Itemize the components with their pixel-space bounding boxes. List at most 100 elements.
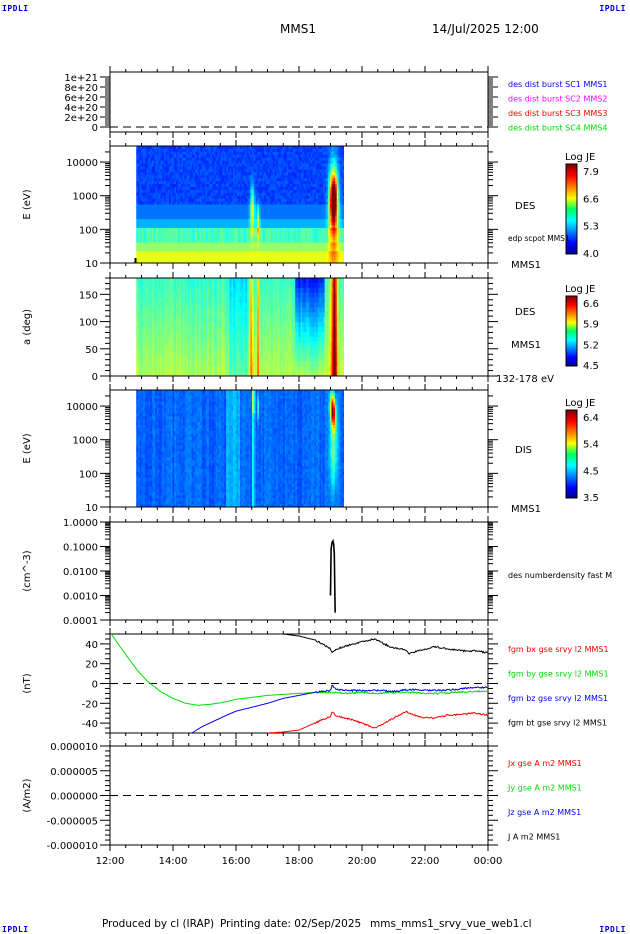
spectrogram-cell bbox=[253, 157, 256, 162]
spectrogram-cell bbox=[174, 178, 177, 182]
spectrogram-cell bbox=[224, 195, 227, 200]
spectrogram-cell bbox=[314, 233, 317, 238]
spectrogram-cell bbox=[208, 181, 211, 185]
spectrogram-cell bbox=[241, 148, 244, 153]
spectrogram-cell bbox=[315, 210, 319, 214]
spectrogram-cell bbox=[250, 192, 253, 197]
spectrogram-cell bbox=[312, 210, 315, 214]
spectrogram-cell bbox=[267, 166, 270, 170]
spectrogram-cell bbox=[215, 254, 218, 258]
spectrogram-cell bbox=[203, 184, 206, 188]
spectrogram-cell bbox=[253, 172, 256, 176]
spectrogram-cell bbox=[241, 224, 244, 229]
spectrogram-cell bbox=[234, 236, 237, 240]
spectrogram-cell bbox=[182, 189, 186, 194]
spectrogram-cell bbox=[321, 189, 324, 194]
spectrogram-cell bbox=[236, 233, 239, 238]
spectrogram-cell bbox=[328, 219, 331, 223]
spectrogram-cell bbox=[153, 236, 156, 240]
spectrogram-cell bbox=[239, 224, 243, 229]
spectrogram-cell bbox=[283, 216, 286, 220]
spectrogram-cell bbox=[307, 257, 310, 261]
spectrogram-cell bbox=[150, 222, 153, 226]
spectrogram-cell bbox=[189, 154, 192, 159]
spectrogram-cell bbox=[165, 163, 168, 167]
spectrogram-cell bbox=[243, 227, 246, 232]
spectrogram-cell bbox=[143, 192, 146, 197]
spectrogram-cell bbox=[252, 213, 255, 217]
spectrogram-cell bbox=[334, 198, 338, 202]
spectrogram-cell bbox=[317, 201, 320, 205]
spectrogram-cell bbox=[326, 207, 329, 211]
spectrogram-cell bbox=[182, 222, 186, 226]
spectrogram-cell bbox=[214, 227, 217, 232]
spectrogram-cell bbox=[296, 154, 300, 159]
spectrogram-cell bbox=[293, 181, 296, 185]
spectrogram-cell bbox=[176, 257, 179, 261]
spectrogram-cell bbox=[176, 251, 179, 255]
spectrogram-cell bbox=[158, 239, 161, 243]
spectrogram-cell bbox=[288, 178, 291, 182]
spectrogram-cell bbox=[217, 192, 220, 197]
spectrogram-cell bbox=[163, 201, 167, 205]
spectrogram-cell bbox=[226, 239, 229, 243]
spectrogram-cell bbox=[310, 172, 313, 176]
spectrogram-cell bbox=[312, 257, 315, 261]
spectrogram-cell bbox=[272, 248, 275, 252]
spectrogram-cell bbox=[271, 254, 274, 258]
spectrogram-cell bbox=[302, 227, 305, 232]
spectrogram-cell bbox=[279, 146, 282, 150]
spectrogram-cell bbox=[331, 222, 334, 226]
spectrogram-cell bbox=[290, 186, 293, 191]
spectrogram-cell bbox=[329, 189, 332, 194]
spectrogram-cell bbox=[264, 242, 267, 246]
spectrogram-cell bbox=[156, 181, 160, 185]
spectrogram-cell bbox=[264, 233, 267, 238]
spectrogram-cell bbox=[233, 178, 236, 182]
spectrogram-des-pitch bbox=[136, 278, 345, 377]
spectrogram-cell bbox=[203, 251, 206, 255]
spectrogram-cell bbox=[191, 224, 194, 229]
spectrogram-cell bbox=[189, 260, 192, 264]
spectrogram-cell bbox=[177, 213, 180, 217]
spectrogram-cell bbox=[165, 230, 168, 235]
spectrogram-cell bbox=[281, 172, 284, 176]
spectrogram-cell bbox=[193, 198, 196, 202]
spectrogram-cell bbox=[146, 260, 149, 264]
spectrogram-cell bbox=[155, 192, 158, 197]
spectrogram-cell bbox=[227, 242, 230, 246]
spectrogram-cell bbox=[288, 186, 291, 191]
spectrogram-cell bbox=[215, 163, 218, 167]
spectrogram-cell bbox=[208, 254, 211, 258]
spectrogram-cell bbox=[179, 181, 182, 185]
spectrogram-cell bbox=[303, 151, 307, 156]
spectrogram-cell bbox=[322, 245, 326, 249]
spectrogram-cell bbox=[169, 184, 172, 188]
spectrogram-cell bbox=[309, 236, 312, 240]
spectrogram-cell bbox=[281, 189, 284, 194]
spectrogram-cell bbox=[210, 230, 213, 235]
spectrogram-cell bbox=[329, 175, 332, 179]
spectrogram-cell bbox=[310, 239, 313, 243]
spectrogram-cell bbox=[302, 151, 305, 156]
spectrogram-cell bbox=[193, 178, 196, 182]
spectrogram-cell bbox=[338, 239, 341, 243]
spectrogram-cell bbox=[326, 148, 329, 153]
spectrogram-cell bbox=[269, 207, 272, 211]
spectrogram-cell bbox=[250, 169, 253, 173]
spectrogram-cell bbox=[196, 175, 199, 179]
spectrogram-cell bbox=[229, 213, 232, 217]
spectrogram-cell bbox=[265, 157, 268, 162]
spectrogram-cell bbox=[257, 154, 260, 159]
spectrogram-cell bbox=[241, 216, 244, 220]
spectrogram-cell bbox=[170, 242, 173, 246]
spectrogram-cell bbox=[241, 230, 244, 235]
spectrogram-cell bbox=[141, 219, 144, 223]
spectrogram-cell bbox=[227, 210, 230, 214]
spectrogram-cell bbox=[310, 195, 313, 200]
spectrogram-cell bbox=[160, 210, 163, 214]
spectrogram-cell bbox=[322, 224, 326, 229]
spectrogram-cell bbox=[295, 230, 298, 235]
spectrogram-cell bbox=[326, 204, 329, 208]
spectrogram-cell bbox=[233, 260, 236, 264]
